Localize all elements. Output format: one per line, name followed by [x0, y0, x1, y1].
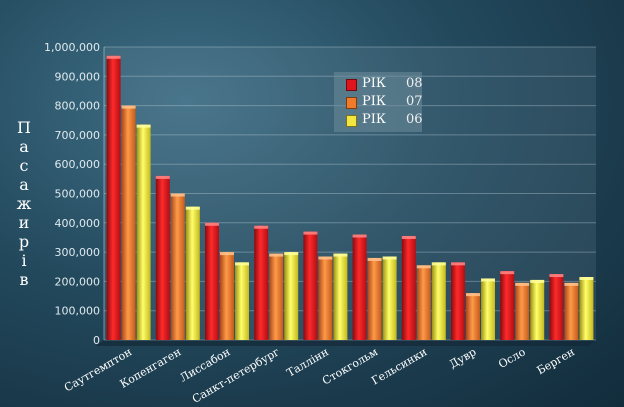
bar — [564, 282, 579, 340]
bar-top — [333, 253, 348, 257]
bar-top — [401, 235, 416, 239]
bar — [500, 271, 515, 340]
bar-top — [185, 206, 200, 210]
bar — [333, 253, 348, 340]
legend-swatch-red — [346, 79, 357, 91]
bar-top — [431, 262, 446, 266]
bar-top — [284, 252, 299, 256]
legend-item-06: РІК 06 — [342, 112, 423, 128]
bar-top — [564, 282, 579, 286]
legend-year: 07 — [406, 94, 423, 109]
bar — [155, 175, 170, 340]
bar — [382, 256, 397, 340]
bar — [579, 277, 594, 340]
y-tick-label: 600,000 — [55, 158, 101, 171]
bar-top — [549, 274, 564, 278]
bar — [515, 282, 530, 340]
bar — [284, 252, 299, 340]
y-tick-label: 100,000 — [55, 305, 101, 318]
bar-top — [269, 253, 284, 257]
bar-top — [254, 225, 269, 229]
bar-top — [155, 175, 170, 179]
bar-top — [318, 256, 333, 260]
y-tick-label: 700,000 — [55, 129, 101, 142]
legend-item-08: РІК 08 — [342, 76, 423, 92]
bar-top — [352, 234, 367, 238]
x-tick-labels: СаутгемптонКопенгагенЛиссабонСанкт-петер… — [62, 345, 577, 406]
bar-top — [235, 262, 249, 266]
bar — [466, 293, 480, 340]
y-tick-labels: 0 100,000 200,000 300,000 400,000 500,000 600,… — [44, 41, 100, 347]
legend-year: 06 — [406, 112, 423, 127]
legend-swatch-orange — [346, 97, 357, 109]
bar-top — [579, 277, 594, 281]
bar — [121, 105, 136, 340]
bar — [220, 252, 234, 340]
x-tick-label: Санкт-петербург — [190, 345, 282, 406]
legend-label: РІК — [362, 94, 386, 109]
bar-top — [481, 278, 495, 282]
bar-top — [205, 222, 219, 226]
y-tick-label: 800,000 — [55, 100, 101, 113]
bar — [185, 206, 200, 340]
bar — [431, 262, 446, 340]
bar — [530, 279, 545, 340]
bar-top — [303, 231, 318, 235]
bar — [401, 235, 416, 340]
bar — [269, 253, 284, 340]
bar-top — [530, 279, 545, 283]
x-tick-label: Осло — [496, 345, 528, 371]
bar-top — [170, 193, 185, 197]
bar — [549, 274, 564, 340]
legend-label: РІК — [362, 76, 386, 91]
bar — [481, 278, 495, 340]
bar — [451, 262, 465, 340]
bar-top — [500, 271, 515, 275]
legend: РІК 08 РІК 07 РІК 06 — [334, 72, 423, 132]
y-tick-label: 300,000 — [55, 246, 101, 259]
y-tick-label: 1,000,000 — [44, 41, 100, 54]
bar — [352, 234, 367, 340]
bar-top — [466, 293, 480, 297]
legend-swatch-yellow — [346, 115, 357, 127]
bar-top — [451, 262, 465, 266]
x-tick-label: Гельсинки — [369, 345, 429, 387]
bar-top — [515, 282, 530, 286]
bars — [106, 55, 594, 341]
legend-label: РІК — [362, 112, 386, 127]
bar — [205, 222, 219, 340]
bar-top — [367, 257, 382, 261]
bar — [235, 262, 249, 340]
y-tick-label: 500,000 — [55, 188, 101, 201]
legend-year: 08 — [406, 76, 423, 91]
bar — [303, 231, 318, 340]
y-tick-label: 900,000 — [55, 70, 101, 83]
bar — [367, 257, 382, 340]
bar — [170, 193, 185, 340]
bar-top — [416, 265, 431, 269]
bar-top — [121, 105, 136, 109]
bar — [254, 225, 269, 340]
bar-top — [106, 55, 121, 59]
bar — [318, 256, 333, 340]
x-tick-label: Дувр — [447, 345, 478, 371]
y-tick-label: 200,000 — [55, 275, 101, 288]
bar — [136, 124, 151, 341]
bar-top — [220, 252, 234, 256]
x-tick-label: Берген — [535, 345, 577, 377]
bar-top — [136, 124, 151, 128]
y-tick-label: 400,000 — [55, 217, 101, 230]
bar — [106, 55, 121, 340]
y-tick-label: 0 — [93, 334, 100, 347]
bar-top — [382, 256, 397, 260]
legend-item-07: РІК 07 — [342, 94, 423, 110]
bar — [416, 265, 431, 340]
plot-floor — [96, 340, 596, 346]
